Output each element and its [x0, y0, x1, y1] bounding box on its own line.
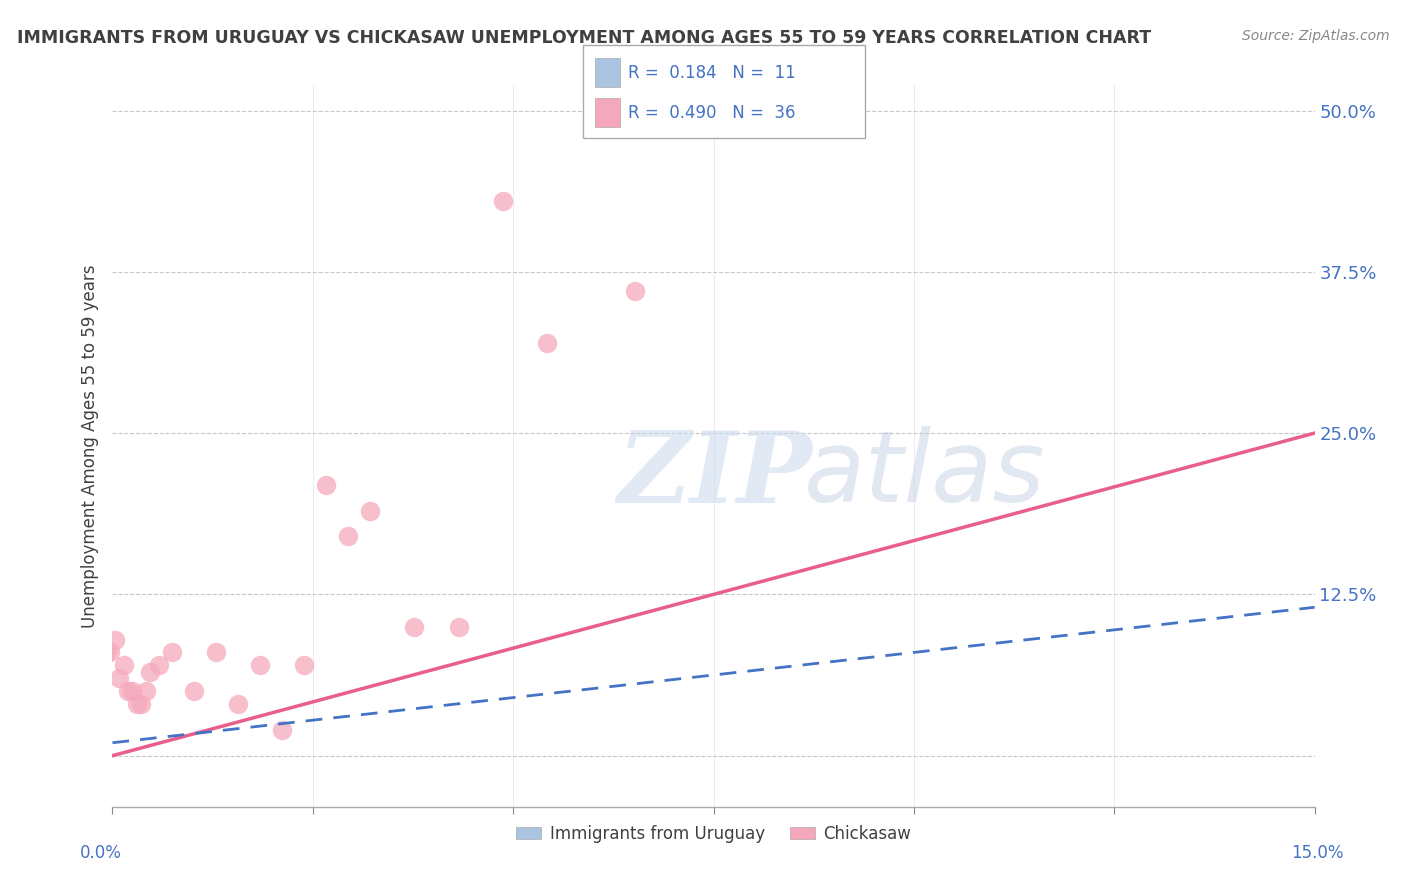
Text: atlas: atlas — [804, 426, 1045, 524]
Text: 0.0%: 0.0% — [80, 844, 122, 862]
Text: 15.0%: 15.0% — [1291, 844, 1344, 862]
Text: R =  0.490   N =  36: R = 0.490 N = 36 — [628, 104, 796, 122]
Text: R =  0.184   N =  11: R = 0.184 N = 11 — [628, 63, 796, 82]
Text: Source: ZipAtlas.com: Source: ZipAtlas.com — [1241, 29, 1389, 43]
Text: IMMIGRANTS FROM URUGUAY VS CHICKASAW UNEMPLOYMENT AMONG AGES 55 TO 59 YEARS CORR: IMMIGRANTS FROM URUGUAY VS CHICKASAW UNE… — [17, 29, 1152, 46]
Y-axis label: Unemployment Among Ages 55 to 59 years: Unemployment Among Ages 55 to 59 years — [80, 264, 98, 628]
Legend: Immigrants from Uruguay, Chickasaw: Immigrants from Uruguay, Chickasaw — [509, 818, 918, 849]
Text: ZIP: ZIP — [617, 426, 813, 523]
